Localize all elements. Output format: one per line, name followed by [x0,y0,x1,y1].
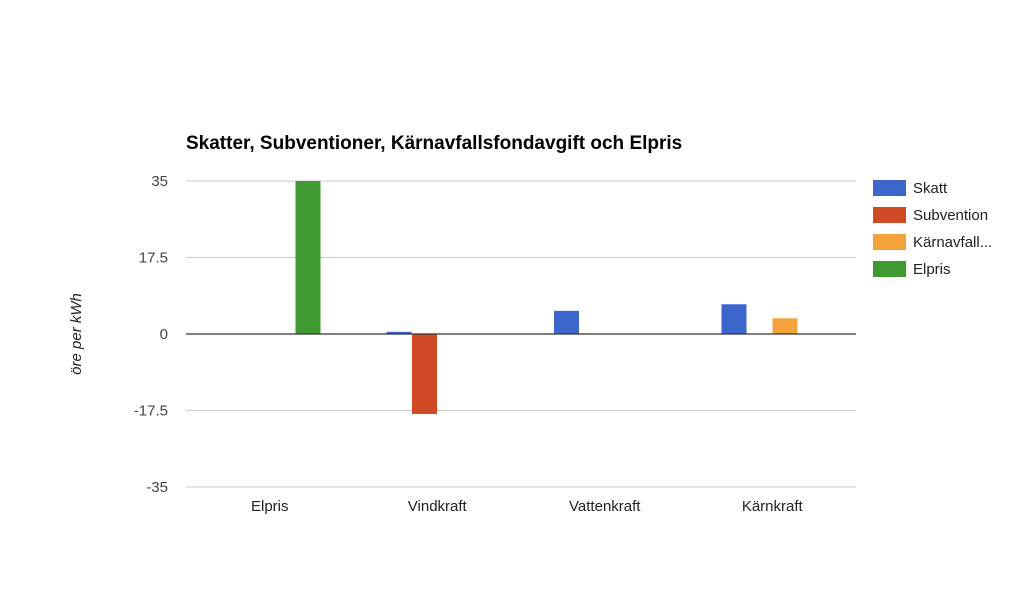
x-category-label: Kärnkraft [742,498,804,515]
legend-label: Kärnavfall... [913,234,992,251]
bar-subvention [412,334,437,414]
y-axis-ticks: 35 17.5 0 -17.5 -35 [134,173,168,496]
y-tick-label: 17.5 [139,250,168,267]
x-category-label: Elpris [251,498,289,515]
bar-skatt [386,331,412,334]
bar-kärnavfallsfondavgift [772,318,798,334]
x-axis-categories: Elpris Vindkraft Vattenkraft Kärnkraft [251,498,804,515]
y-tick-label: 0 [160,326,168,343]
x-category-label: Vindkraft [408,498,468,515]
chart-title: Skatter, Subventioner, Kärnavfallsfondav… [186,133,682,154]
legend: Skatt Subvention Kärnavfall... Elpris [873,180,992,278]
legend-label: Skatt [913,180,948,197]
y-tick-label: -17.5 [134,403,168,420]
bar-elpris [295,181,321,334]
legend-label: Subvention [913,207,988,224]
y-tick-label: -35 [146,479,168,496]
bars [295,181,798,414]
legend-swatch [873,234,906,250]
legend-label: Elpris [913,261,951,278]
y-tick-label: 35 [151,173,168,190]
bar-skatt [721,304,747,334]
y-axis-label: öre per kWh [68,293,85,375]
legend-swatch [873,261,906,277]
bar-skatt [554,310,579,334]
legend-swatch [873,207,906,223]
x-category-label: Vattenkraft [569,498,641,515]
legend-swatch [873,180,906,196]
